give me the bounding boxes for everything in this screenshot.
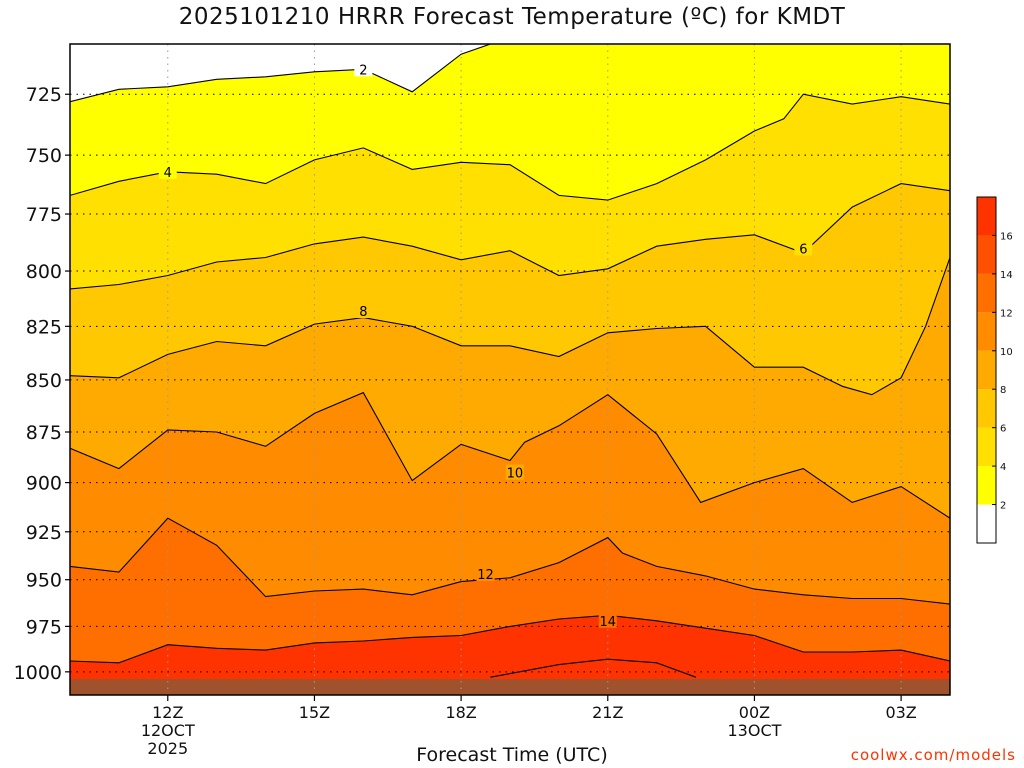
colorbar-segment-4 xyxy=(977,350,996,390)
grid-lines xyxy=(70,44,950,695)
y-tick-label-800: 800 xyxy=(26,261,62,283)
chart-title: 2025101210 HRRR Forecast Temperature (ºC… xyxy=(178,4,846,30)
contour-line-10 xyxy=(70,391,950,519)
y-tick-label-950: 950 xyxy=(26,570,62,592)
contour-label-10: 10 xyxy=(507,467,524,482)
colorbar-label-14: 14 xyxy=(1000,270,1013,281)
contour-label-14: 14 xyxy=(600,615,617,630)
contour-label-bg-12 xyxy=(476,566,495,582)
colorbar-label-2: 2 xyxy=(1000,501,1006,512)
colorbar-segment-2 xyxy=(977,427,996,467)
colorbar-frame xyxy=(976,196,997,544)
x-tick-label-00Z: 00Z xyxy=(739,703,770,722)
contour-line-4 xyxy=(70,93,950,201)
fill-band-2 xyxy=(70,44,520,102)
contour-label-bg-10 xyxy=(505,464,524,480)
colorbar-label-4: 4 xyxy=(1000,462,1006,473)
contour-lines xyxy=(70,44,950,678)
y-tick-label-750: 750 xyxy=(26,145,62,167)
contour-label-bg-6 xyxy=(794,240,813,256)
y-axis: 725 750 775 800 825 850 875 900 925 950 975 1000 xyxy=(14,84,70,684)
colorbar-segment-1 xyxy=(977,466,996,505)
plot-frame xyxy=(69,43,951,696)
contour-line-8 xyxy=(70,257,950,396)
y-tick-label-850: 850 xyxy=(26,370,62,392)
contour-label-6: 6 xyxy=(799,242,807,257)
colorbar-label-10: 10 xyxy=(1000,347,1013,358)
x-tick-label-15Z: 15Z xyxy=(299,703,330,722)
fill-band-4 xyxy=(70,44,950,201)
x-tick-sublabel-2025: 2025 xyxy=(147,739,188,758)
colorbar-segment-7 xyxy=(977,235,996,274)
contour-label-bg-14 xyxy=(598,612,617,628)
colorbar-segment-3 xyxy=(977,389,996,428)
y-tick-label-925: 925 xyxy=(26,522,62,544)
colorbar-segment-8 xyxy=(977,197,996,236)
ground-surface xyxy=(70,679,950,695)
contour-label-2: 2 xyxy=(359,63,367,78)
contour-line-14 xyxy=(70,614,950,664)
y-tick-label-900: 900 xyxy=(26,473,62,495)
x-tick-label-21Z: 21Z xyxy=(592,703,623,722)
contour-label-bg-8 xyxy=(354,303,373,319)
y-tick-label-975: 975 xyxy=(26,616,62,638)
x-tick-label-12Z: 12Z xyxy=(152,703,183,722)
contour-label-bg-4 xyxy=(158,163,177,179)
contour-label-4: 4 xyxy=(164,166,172,181)
y-tick-label-725: 725 xyxy=(26,84,62,106)
colorbar-label-16: 16 xyxy=(1000,231,1013,242)
contour-label-12: 12 xyxy=(477,568,494,583)
contour-fills xyxy=(70,44,950,695)
x-tick-sublabel-13OCT: 13OCT xyxy=(727,721,781,740)
y-tick-label-875: 875 xyxy=(26,422,62,444)
contour-line-12 xyxy=(70,517,950,605)
x-tick-label-03Z: 03Z xyxy=(885,703,916,722)
contour-line-16 xyxy=(490,658,696,678)
colorbar-segment-6 xyxy=(977,273,996,313)
contour-label-bg-2 xyxy=(354,61,373,77)
colorbar: 2 4 6 8 10 12 14 16 xyxy=(976,196,1013,544)
source-credit[interactable]: coolwx.com/models xyxy=(850,746,1016,764)
colorbar-label-8: 8 xyxy=(1000,385,1006,396)
x-tick-sublabel-12OCT: 12OCT xyxy=(141,721,195,740)
x-tick-label-18Z: 18Z xyxy=(445,703,476,722)
y-tick-label-1000: 1000 xyxy=(14,662,62,684)
colorbar-label-12: 12 xyxy=(1000,308,1013,319)
colorbar-label-6: 6 xyxy=(1000,424,1006,435)
y-tick-label-775: 775 xyxy=(26,204,62,226)
y-tick-label-825: 825 xyxy=(26,316,62,338)
contour-label-8: 8 xyxy=(359,305,367,320)
contour-labels: 2 4 6 8 10 12 14 xyxy=(158,61,813,630)
colorbar-segment-0 xyxy=(977,504,996,543)
contour-line-2 xyxy=(70,44,493,103)
colorbar-segment-5 xyxy=(977,312,996,351)
x-axis-title: Forecast Time (UTC) xyxy=(416,744,608,766)
